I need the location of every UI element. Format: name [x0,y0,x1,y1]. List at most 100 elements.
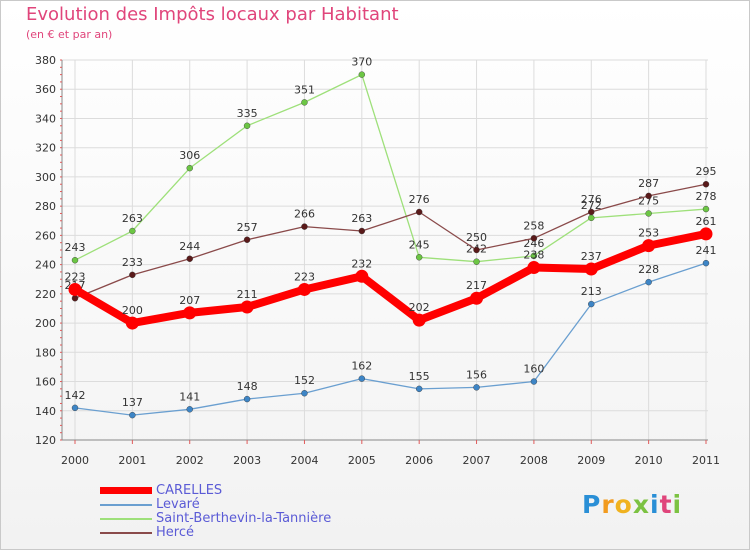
y-tick-label: 320 [35,142,56,155]
data-point [645,192,652,200]
series-line [74,73,707,263]
x-tick-label: 2004 [290,454,318,467]
data-label: 211 [237,288,258,301]
data-point [358,71,366,78]
data-point [186,255,193,262]
chart-subtitle: (en € et par an) [26,28,113,41]
data-label: 142 [65,389,86,402]
data-label: 233 [122,256,143,269]
data-point [71,257,79,264]
data-point [702,205,710,213]
data-label: 137 [122,396,143,409]
data-point [470,291,484,305]
y-tick-label: 300 [35,171,56,184]
data-label: 155 [409,370,430,383]
y-tick-label: 280 [35,200,56,213]
data-label: 162 [351,360,372,373]
data-label: 237 [581,250,602,263]
y-tick-label: 140 [35,405,56,418]
x-tick-label: 2011 [692,454,720,467]
data-point [240,300,254,314]
legend-label-saint-berthevin: Saint-Berthevin-la-Tannière [156,511,332,526]
data-label: 148 [237,380,258,393]
data-label: 232 [351,257,372,270]
data-point [473,384,480,391]
x-tick-label: 2000 [61,454,89,467]
x-tick-label: 2006 [405,454,433,467]
data-point [243,122,251,129]
data-label: 287 [638,177,659,190]
y-tick-label: 340 [35,112,56,125]
data-label: 152 [294,374,315,387]
data-point [588,208,595,216]
legend-label-carelles: CARELLES [156,483,223,498]
legend-label-levare: Levaré [156,497,200,512]
logo-letter: i [650,490,660,519]
data-label: 200 [122,304,143,317]
legend-swatch-levare [100,504,152,506]
data-point [473,246,480,254]
data-point [125,316,139,330]
data-label: 238 [523,249,544,262]
data-point [588,214,595,222]
data-label: 213 [581,285,602,298]
data-label: 202 [409,301,430,314]
x-tick-label: 2002 [176,454,204,467]
data-point [129,411,136,419]
y-tick-label: 360 [35,83,56,96]
data-label: 276 [581,193,602,206]
y-tick-label: 200 [35,317,56,330]
data-point [642,239,656,253]
data-label: 266 [294,208,315,221]
data-label: 351 [294,83,315,96]
data-point [415,208,423,216]
x-tick-label: 2003 [233,454,261,467]
y-tick-label: 220 [35,288,56,301]
data-label: 263 [351,212,372,225]
data-label: 244 [179,240,200,253]
legend-label-herce: Hercé [156,525,194,540]
logo-letter: P [582,490,602,519]
data-point [530,252,538,260]
data-point [473,258,480,265]
x-tick-label: 2008 [520,454,548,467]
data-label: 243 [65,241,86,254]
data-point [301,390,308,397]
x-tick-label: 2001 [118,454,146,467]
data-point [702,259,710,267]
data-point [68,282,82,296]
data-label: 258 [523,219,544,232]
data-point [645,210,652,217]
data-point [588,300,595,308]
data-point [355,269,369,283]
chart-title: Evolution des Impôts locaux par Habitant [26,4,399,25]
series-line [72,230,707,328]
data-label: 257 [237,221,258,234]
data-label: 241 [696,244,717,257]
logo-letter: o [614,490,633,519]
data-point [358,227,366,235]
data-label: 228 [638,263,659,276]
y-tick-label: 180 [35,346,56,359]
legend-swatch-carelles [100,487,152,494]
y-tick-label: 240 [35,259,56,272]
data-label: 261 [696,215,717,228]
data-label: 160 [523,363,544,376]
series-line [74,262,707,416]
data-label: 272 [581,199,602,212]
data-point [415,385,423,393]
data-label: 246 [523,237,544,250]
data-label: 250 [466,231,487,244]
data-label: 223 [294,270,315,283]
data-point [415,254,423,261]
logo-letter: i [672,490,683,519]
y-tick-label: 120 [35,434,56,447]
data-label: 276 [409,193,430,206]
data-label: 278 [696,190,717,203]
data-point [129,227,136,235]
data-label: 217 [466,279,487,292]
data-point [243,236,251,243]
x-tick-label: 2005 [348,454,376,467]
data-point [645,278,652,286]
